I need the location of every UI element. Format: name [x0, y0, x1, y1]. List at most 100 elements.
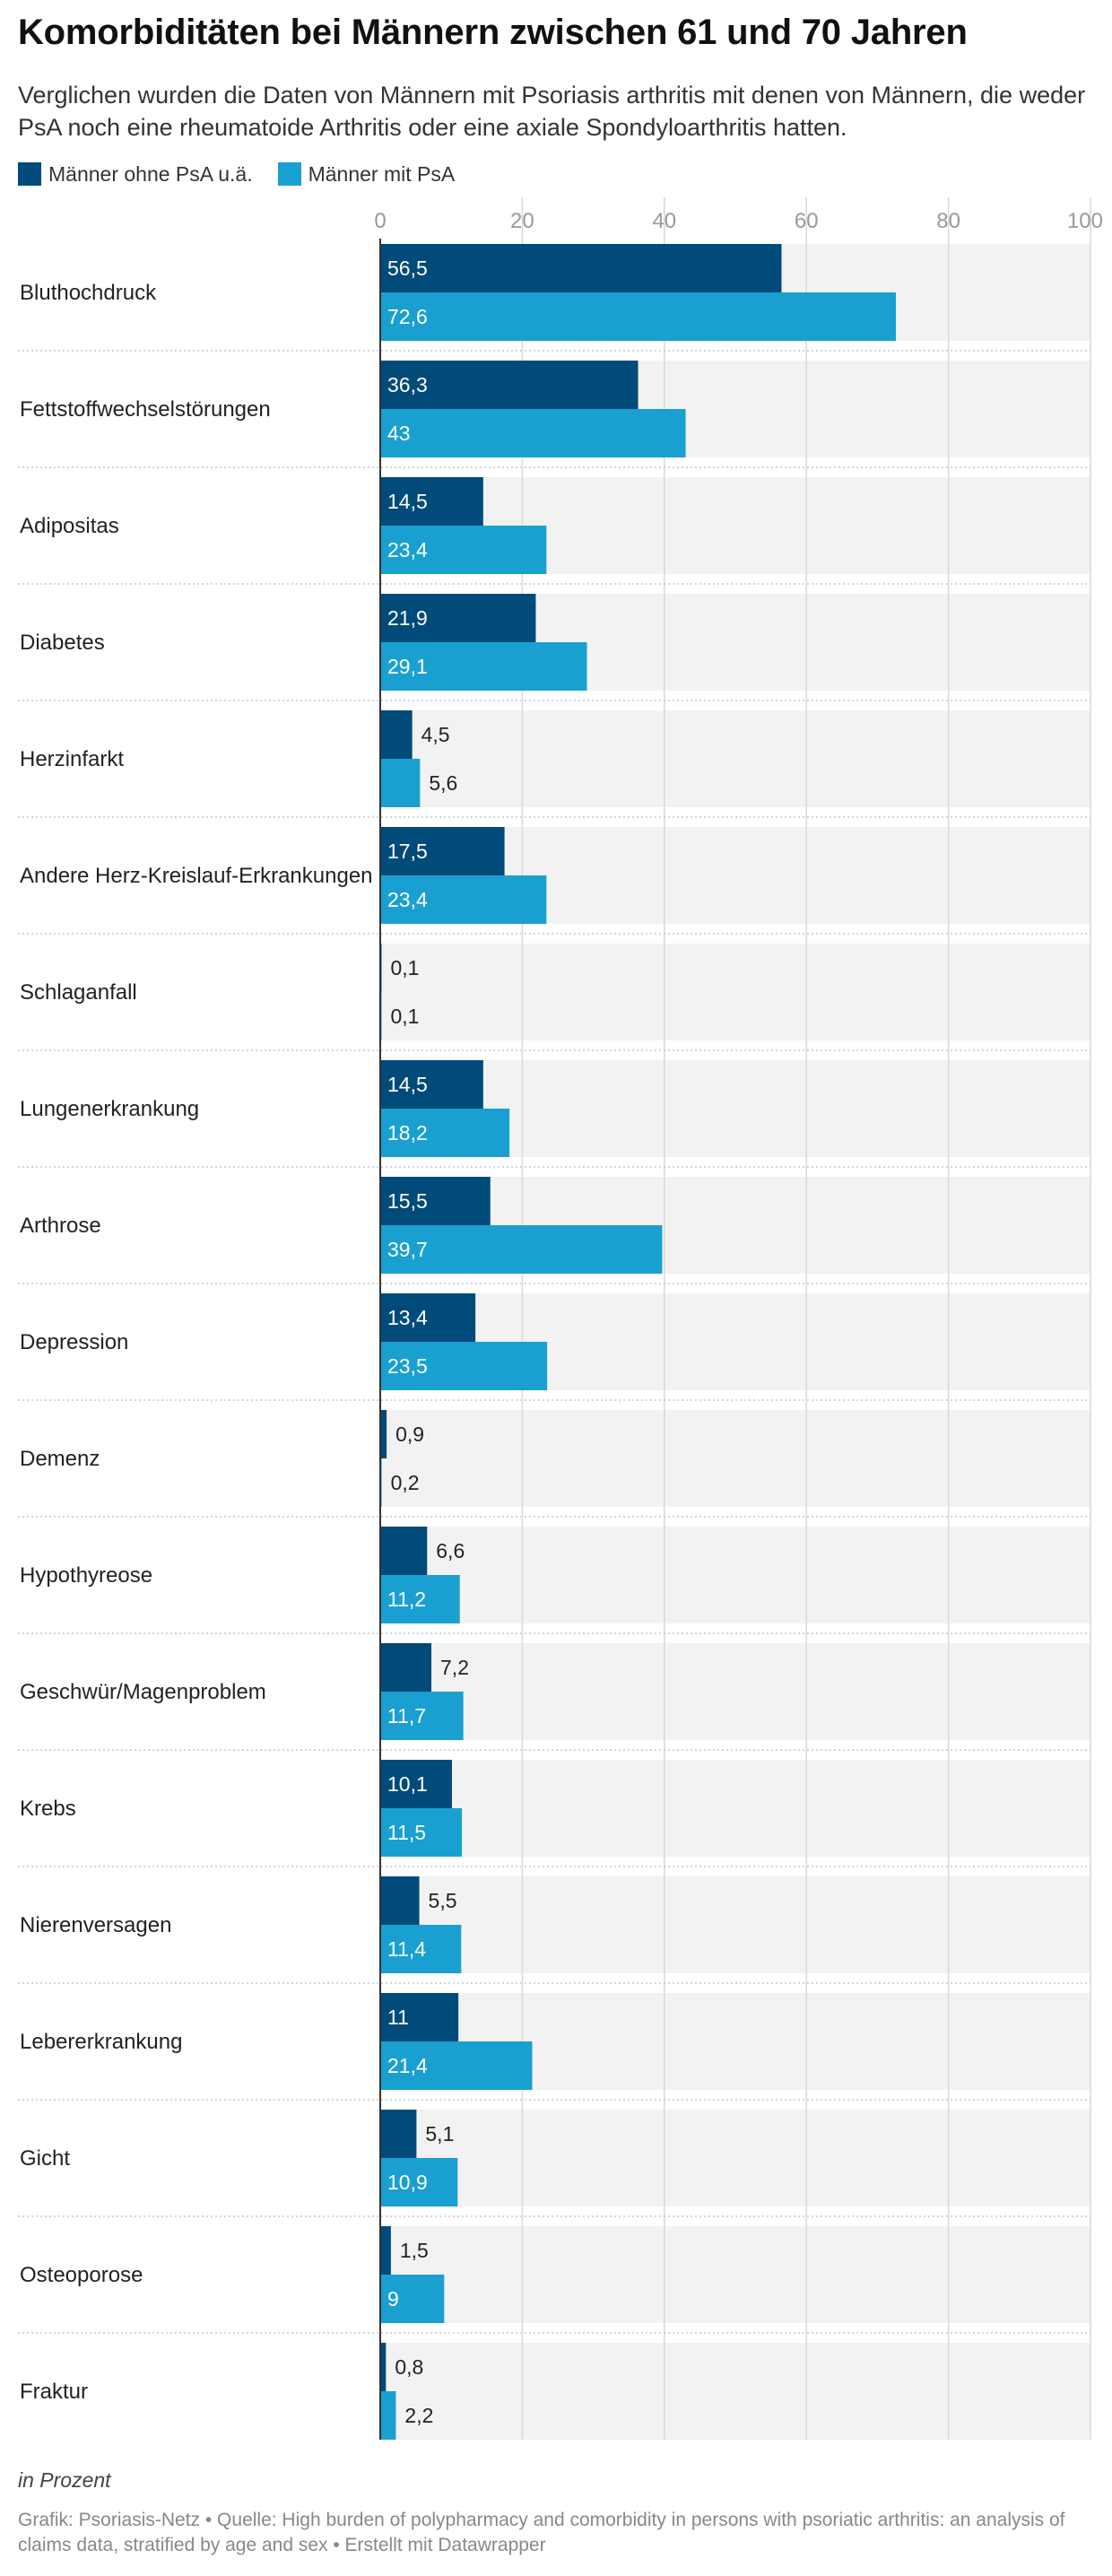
- value-label: 5,1: [425, 2122, 454, 2145]
- row-background: [380, 1527, 1090, 1623]
- bar-ohne-psa: [380, 1760, 452, 1808]
- bar-mit-psa: [380, 1342, 548, 1390]
- bar-mit-psa: [380, 875, 547, 924]
- category-label: Lebererkrankung: [20, 2030, 182, 2054]
- category-label: Fraktur: [20, 2380, 88, 2404]
- category-label: Herzinfarkt: [20, 747, 124, 771]
- value-label: 1,5: [400, 2239, 429, 2262]
- row-background: [380, 710, 1090, 807]
- category-label: Gicht: [20, 2146, 70, 2171]
- x-tick-label: 0: [374, 209, 386, 233]
- legend-label-mit-psa: Männer mit PsA: [308, 161, 456, 186]
- bar-ohne-psa: [380, 1177, 491, 1225]
- value-label: 0,9: [395, 1423, 424, 1446]
- bar-mit-psa: [380, 1225, 663, 1274]
- bar-ohne-psa: [380, 1993, 459, 2041]
- legend-label-ohne-psa: Männer ohne PsA u.ä.: [48, 161, 253, 186]
- bar-mit-psa: [380, 2275, 445, 2323]
- row-background: [380, 1876, 1090, 1973]
- category-label: Hypothyreose: [20, 1563, 152, 1588]
- value-label: 13,4: [387, 1306, 428, 1329]
- chart-title: Komorbiditäten bei Männern zwischen 61 u…: [18, 13, 968, 52]
- bar-ohne-psa: [380, 827, 505, 875]
- row-background: [380, 944, 1090, 1040]
- legend-item-ohne-psa: Männer ohne PsA u.ä.: [18, 162, 253, 187]
- row-background: [380, 1760, 1090, 1857]
- category-label: Adipositas: [20, 514, 119, 538]
- bar-mit-psa: [380, 292, 896, 341]
- bar-ohne-psa: [380, 1527, 428, 1575]
- value-label: 6,6: [436, 1539, 465, 1562]
- bar-mit-psa: [380, 2391, 396, 2440]
- bar-ohne-psa: [380, 361, 639, 409]
- value-label: 9: [387, 2287, 399, 2311]
- value-label: 43: [387, 422, 411, 445]
- value-label: 72,6: [387, 305, 428, 328]
- x-tick-label: 80: [936, 209, 960, 233]
- x-tick-label: 60: [795, 209, 819, 233]
- value-label: 10,1: [387, 1772, 428, 1796]
- value-label: 11: [387, 2006, 409, 2029]
- value-label: 11,2: [387, 1588, 426, 1611]
- value-label: 2,2: [404, 2404, 433, 2427]
- value-label: 56,5: [387, 257, 428, 280]
- row-background: [380, 2226, 1090, 2323]
- x-tick-label: 100: [1067, 209, 1103, 233]
- bar-mit-psa: [380, 409, 686, 457]
- value-label: 18,2: [387, 1121, 428, 1144]
- chart-legend: Männer ohne PsA u.ä. Männer mit PsA: [18, 160, 480, 188]
- value-label: 21,4: [387, 2054, 428, 2077]
- bar-mit-psa: [380, 642, 587, 691]
- value-label: 23,4: [387, 888, 428, 911]
- value-label: 0,2: [391, 1471, 420, 1494]
- category-label: Bluthochdruck: [20, 281, 157, 305]
- bar-ohne-psa: [380, 1293, 476, 1342]
- value-label: 21,9: [387, 606, 428, 630]
- category-label: Geschwür/Magenproblem: [20, 1680, 266, 1704]
- value-label: 7,2: [440, 1656, 469, 1679]
- bar-mit-psa: [380, 1692, 464, 1740]
- bar-ohne-psa: [380, 2226, 391, 2275]
- value-label: 11,4: [387, 1937, 426, 1961]
- bar-ohne-psa: [380, 2343, 387, 2391]
- category-label: Schlaganfall: [20, 980, 137, 1005]
- value-label: 0,8: [395, 2355, 423, 2379]
- value-label: 23,5: [387, 1354, 428, 1378]
- bar-mit-psa: [380, 2041, 533, 2090]
- value-label: 29,1: [387, 655, 428, 678]
- value-label: 11,5: [387, 1821, 426, 1844]
- legend-item-mit-psa: Männer mit PsA: [277, 161, 456, 187]
- row-background: [380, 1410, 1090, 1507]
- category-label: Arthrose: [20, 1214, 101, 1238]
- bar-ohne-psa: [380, 2110, 417, 2158]
- category-label: Andere Herz-Kreislauf-Erkrankungen: [20, 864, 373, 888]
- bar-ohne-psa: [380, 1643, 432, 1692]
- value-label: 10,9: [387, 2171, 428, 2194]
- bar-chart: 0 20 40 60 80 100 Bluthochdruck 56,5 72,6 Fettsto…: [18, 197, 1103, 2440]
- bar-mit-psa: [380, 1925, 462, 1973]
- bar-ohne-psa: [380, 1060, 483, 1109]
- unit-note: in Prozent: [18, 2468, 111, 2492]
- value-label: 14,5: [387, 490, 428, 513]
- category-label: Lungenerkrankung: [20, 1097, 199, 1121]
- value-label: 14,5: [387, 1073, 428, 1096]
- bar-ohne-psa: [380, 594, 536, 642]
- x-tick-label: 40: [652, 209, 676, 233]
- value-label: 36,3: [387, 373, 428, 396]
- category-label: Demenz: [20, 1447, 100, 1471]
- footer-credits: Grafik: Psoriasis-Netz • Quelle: High bu…: [18, 2510, 1065, 2555]
- chart-subtitle: Verglichen wurden die Daten von Männern …: [18, 82, 1086, 141]
- value-label: 15,5: [387, 1189, 428, 1213]
- bar-ohne-psa: [380, 710, 413, 759]
- category-label: Nierenversagen: [20, 1913, 171, 1937]
- value-label: 0,1: [391, 1005, 420, 1028]
- legend-swatch-ohne-psa: [18, 162, 41, 186]
- bar-mit-psa: [380, 1575, 460, 1623]
- value-label: 5,6: [429, 771, 457, 795]
- category-label: Depression: [20, 1330, 128, 1354]
- bar-mit-psa: [380, 1808, 463, 1857]
- x-tick-label: 20: [510, 209, 534, 233]
- legend-swatch-mit-psa: [277, 162, 301, 186]
- value-label: 5,5: [429, 1889, 457, 1912]
- bar-ohne-psa: [380, 1410, 387, 1458]
